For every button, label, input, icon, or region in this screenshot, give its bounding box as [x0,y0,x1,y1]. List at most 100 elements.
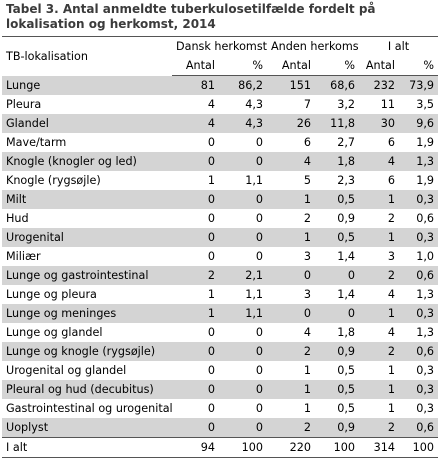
table-row: Milt 0 0 1 0,5 1 0,3 [2,190,439,209]
sub-header-percent: % [219,56,268,76]
table-cell: 4 [359,152,400,171]
table-cell: 0,9 [315,418,360,438]
total-cell: 100 [399,437,439,458]
table-cell: 3 [303,250,312,263]
row-label: Pleura [6,98,42,111]
table-cell: 1 [172,304,219,323]
table-row: Lunge og meninges 1 1,1 0 0 1 0,3 [2,304,439,323]
table-cell: 4 [387,326,396,339]
table-cell: 1 [359,190,400,209]
table-cell: 2,1 [219,266,268,285]
table-cell: 0,5 [337,402,356,415]
table-cell: 4 [267,152,316,171]
table-cell: 0 [172,190,219,209]
table-cell: 73,9 [399,75,439,95]
table-cell: 0 [207,326,215,339]
table-cell: 1,4 [337,288,356,301]
row-label: Knogle (knogler og led) [2,152,172,171]
table-cell: 0,6 [399,266,439,285]
table-cell: 0,6 [416,212,435,225]
table-cell: 6 [387,136,396,149]
row-label: Lunge og meninges [2,304,172,323]
table-cell: 0,5 [315,190,360,209]
group-header-anden: Anden herkomst [267,36,360,56]
table-cell: 0,3 [399,380,439,399]
table-cell: 0 [207,402,215,415]
table-cell: 68,6 [315,75,360,95]
table-cell: 0,6 [399,342,439,361]
table-cell: 1 [207,174,215,187]
table-cell: 0,9 [315,342,360,361]
table-cell: 1 [387,364,396,377]
total-cell: 100 [219,437,268,458]
table-cell: 0 [219,380,268,399]
table-cell: 0 [255,136,264,149]
row-label-header: TB-lokalisation [2,36,172,76]
table-cell: 0 [315,304,360,323]
table-cell: 1 [359,228,400,247]
table-cell: 0 [255,326,264,339]
row-label: Mave/tarm [6,136,67,149]
header-group-row: TB-lokalisation Dansk herkomst Anden her… [2,36,439,76]
table-row: Uoplyst 0 0 2 0,9 2 0,6 [2,418,439,438]
table-body: Lunge 81 86,2 151 68,6 232 73,9 Pleura 4 4,3 7 3,2 1… [2,75,439,438]
table-cell: 0 [219,228,268,247]
table-row: Knogle (knogler og led) 0 0 4 1,8 4 1,3 [2,152,439,171]
table-cell: 1 [303,364,312,377]
table-cell: 0 [267,266,316,285]
table-cell: 0 [172,380,219,399]
table-cell: 1,8 [315,152,360,171]
table-cell: 0,5 [315,380,360,399]
row-label: Hud [6,212,29,225]
row-label: Pleural og hud (decubitus) [2,380,172,399]
table-cell: 1 [267,380,316,399]
table-row: Urogenital og glandel 0 0 1 0,5 1 0,3 [2,361,438,380]
table-cell: 4 [387,288,396,301]
row-label: Urogenital og glandel [6,364,127,377]
table-cell: 2 [387,212,396,225]
table-cell: 81 [172,75,219,95]
table-cell: 4,3 [219,114,268,133]
table-cell: 151 [267,75,316,95]
row-label: Lunge og glandel [6,326,103,339]
row-label: Lunge og knogle (rygsøjle) [2,342,172,361]
table-cell: 0,9 [337,212,356,225]
table-cell: 0,3 [399,304,439,323]
table-cell: 0 [207,212,215,225]
table-cell: 2 [267,418,316,438]
header-sub-row: Antal % Antal % Antal % [2,56,439,76]
table-cell: 1 [207,288,215,301]
total-cell: 100 [315,437,360,458]
table-cell: 5 [303,174,312,187]
row-label: Lunge [2,75,172,95]
table-row: Glandel 4 4,3 26 11,8 30 9,6 [2,114,439,133]
group-header-total: I alt [359,36,439,56]
table-cell: 1,3 [416,288,435,301]
total-cell: 220 [267,437,316,458]
table-row: Mave/tarm 0 0 6 2,7 6 1,9 [2,133,438,152]
table-cell: 1,1 [245,174,264,187]
table-cell: 2,3 [337,174,356,187]
table-cell: 4 [172,114,219,133]
table-cell: 11,8 [315,114,360,133]
table-cell: 0 [207,364,215,377]
table-cell: 0,3 [416,402,435,415]
table-cell: 0 [255,250,264,263]
table-cell: 6 [387,174,396,187]
table-cell: 30 [359,114,400,133]
table-row: Lunge og glandel 0 0 4 1,8 4 1,3 [2,323,438,342]
table-row: Lunge og knogle (rygsøjle) 0 0 2 0,9 2 0,6 [2,342,439,361]
table-cell: 1,1 [219,304,268,323]
table-cell: 0,3 [399,190,439,209]
table-cell: 4 [207,98,215,111]
table-cell: 1,1 [245,288,264,301]
table-cell: 2 [359,342,400,361]
row-label: Gastrointestinal og urogenital [6,402,172,415]
table-cell: 0 [172,418,219,438]
table-row: Pleural og hud (decubitus) 0 0 1 0,5 1 0,3 [2,380,439,399]
table-cell: 11 [380,98,396,111]
table-cell: 1,4 [337,250,356,263]
table-cell: 0 [172,342,219,361]
table-cell: 2 [303,212,312,225]
table-cell: 0 [207,136,215,149]
